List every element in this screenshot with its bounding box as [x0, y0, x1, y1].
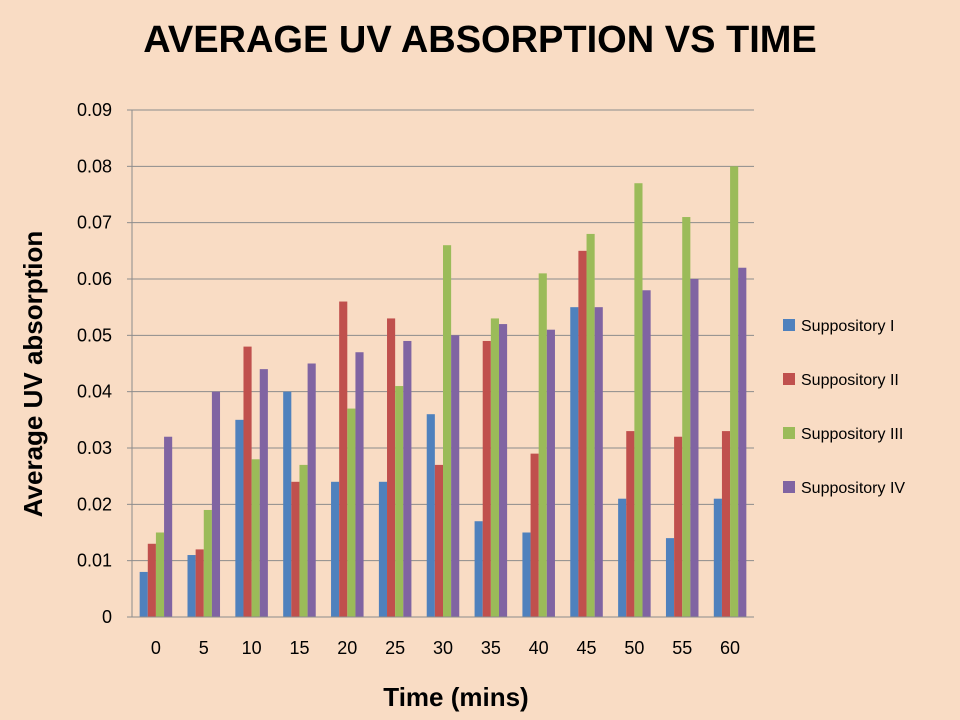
- x-tick-labels: 0 5 10 15 20 25 30 35 40 45 50 55 60: [151, 638, 740, 658]
- bar-suppository-iv: [690, 279, 699, 617]
- bar-suppository-ii: [339, 301, 348, 617]
- bar-suppository-iii: [299, 464, 308, 617]
- legend-label: Suppository I: [801, 318, 894, 335]
- bar-suppository-ii: [195, 549, 204, 617]
- y-tick-label: 0.06: [77, 269, 112, 289]
- bar-suppository-iii: [490, 318, 499, 617]
- bar-suppository-iv: [451, 335, 460, 617]
- x-tick-label: 60: [720, 638, 740, 658]
- y-tick-label: 0.02: [77, 494, 112, 514]
- bar-suppository-iv: [355, 352, 364, 617]
- bar-suppository-ii: [291, 481, 300, 617]
- bar-suppository-ii: [434, 464, 443, 617]
- bar-suppository-i: [618, 498, 627, 617]
- legend-label: Suppository IV: [801, 480, 905, 497]
- bar-suppository-i: [426, 414, 435, 617]
- x-tick-label: 0: [151, 638, 161, 658]
- x-tick-label: 10: [242, 638, 262, 658]
- bar-suppository-iv: [164, 436, 173, 617]
- bar-suppository-iv: [594, 307, 603, 617]
- axes: [131, 110, 754, 618]
- y-tick-label: 0.04: [77, 382, 112, 402]
- bar-suppository-ii: [626, 431, 635, 617]
- bar-suppository-ii: [243, 346, 252, 617]
- bar-suppository-ii: [147, 543, 156, 617]
- legend: Suppository I Suppository II Suppository I…: [783, 318, 905, 497]
- y-tick-label: 0.01: [77, 551, 112, 571]
- bar-suppository-i: [570, 307, 579, 617]
- legend-swatch: [783, 319, 795, 331]
- bar-suppository-ii: [674, 436, 683, 617]
- legend-label: Suppository II: [801, 372, 899, 389]
- bar-suppository-ii: [387, 318, 396, 617]
- legend-swatch: [783, 373, 795, 385]
- bar-suppository-ii: [578, 250, 587, 617]
- bar-suppository-iii: [155, 532, 165, 617]
- bar-suppository-iii: [730, 166, 739, 617]
- x-axis-title: Time (mins): [383, 682, 528, 712]
- legend-swatch: [783, 427, 795, 439]
- y-tick-label: 0.08: [77, 156, 112, 176]
- bar-suppository-i: [331, 481, 340, 617]
- bar-suppository-i: [139, 571, 148, 617]
- bar-suppository-iv: [307, 363, 316, 617]
- bar-suppository-iv: [642, 290, 651, 617]
- bar-suppository-iii: [538, 273, 547, 617]
- bar-suppository-iv: [403, 340, 412, 617]
- x-tick-label: 50: [624, 638, 644, 658]
- bar-suppository-iii: [682, 217, 691, 617]
- bar-suppository-iii: [634, 183, 643, 618]
- y-axis-title: Average UV absorption: [18, 231, 48, 518]
- bar-suppository-iii: [443, 245, 452, 617]
- x-tick-label: 15: [289, 638, 309, 658]
- bars: [139, 166, 747, 618]
- bar-suppository-iv: [546, 329, 555, 617]
- x-tick-label: 20: [337, 638, 357, 658]
- y-tick-label: 0: [102, 607, 112, 627]
- x-tick-label: 30: [433, 638, 453, 658]
- bar-suppository-iv: [498, 324, 508, 617]
- bar-suppository-iv: [259, 369, 268, 617]
- bar-suppository-iii: [586, 233, 595, 617]
- y-tick-label: 0.07: [77, 213, 112, 233]
- bar-suppository-i: [474, 521, 483, 617]
- x-tick-label: 40: [529, 638, 549, 658]
- bar-suppository-iii: [251, 459, 260, 617]
- legend-swatch: [783, 481, 795, 493]
- y-tick-label: 0.09: [77, 100, 112, 120]
- bar-suppository-iii: [203, 509, 212, 617]
- bar-suppository-i: [522, 532, 531, 617]
- y-tick-label: 0.03: [77, 438, 112, 458]
- bar-suppository-i: [665, 538, 675, 617]
- bar-suppository-i: [187, 555, 196, 617]
- y-tick-labels: 0 0.01 0.02 0.03 0.04 0.05 0.06 0.07 0.08 0.09: [77, 100, 112, 627]
- x-tick-label: 35: [481, 638, 501, 658]
- bar-suppository-iv: [211, 391, 221, 617]
- bar-suppository-i: [235, 419, 244, 617]
- bar-suppository-iii: [395, 386, 404, 617]
- x-tick-label: 55: [672, 638, 692, 658]
- x-tick-label: 45: [577, 638, 597, 658]
- bar-suppository-iv: [738, 267, 747, 617]
- x-tick-label: 25: [385, 638, 405, 658]
- bar-suppository-iii: [347, 408, 356, 617]
- x-tick-label: 5: [199, 638, 209, 658]
- bar-suppository-i: [713, 498, 722, 617]
- legend-label: Suppository III: [801, 426, 903, 443]
- chart-title: AVERAGE UV ABSORPTION VS TIME: [143, 19, 817, 61]
- y-tick-label: 0.05: [77, 325, 112, 345]
- bar-suppository-ii: [530, 453, 539, 617]
- bar-suppository-i: [283, 391, 292, 617]
- bar-suppository-i: [378, 481, 388, 617]
- bar-suppository-ii: [482, 340, 491, 617]
- bar-suppository-ii: [721, 431, 731, 617]
